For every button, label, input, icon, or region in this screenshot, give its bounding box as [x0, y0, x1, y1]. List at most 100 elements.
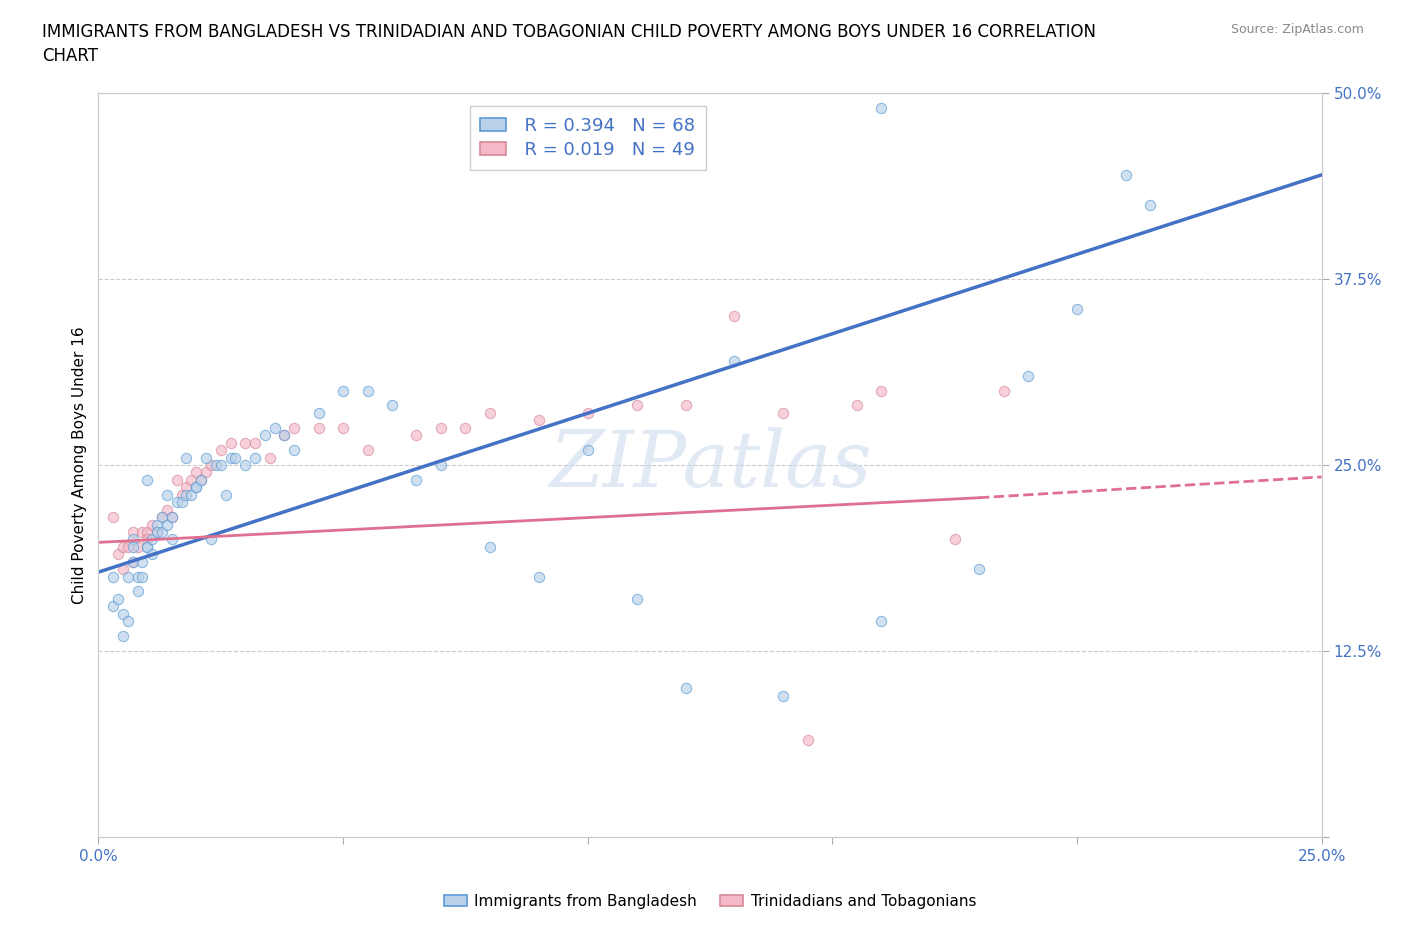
- Point: [111, 606, 134, 621]
- Text: Source: ZipAtlas.com: Source: ZipAtlas.com: [1230, 23, 1364, 36]
- Point: [675, 398, 697, 413]
- Point: [405, 428, 427, 443]
- Point: [170, 487, 193, 502]
- Point: [160, 510, 183, 525]
- Point: [308, 420, 330, 435]
- Point: [156, 502, 179, 517]
- Point: [219, 450, 242, 465]
- Point: [675, 681, 697, 696]
- Point: [121, 532, 143, 547]
- Point: [170, 495, 193, 510]
- Point: [156, 517, 179, 532]
- Point: [723, 309, 745, 324]
- Point: [381, 398, 404, 413]
- Point: [160, 510, 183, 525]
- Point: [259, 450, 281, 465]
- Point: [527, 569, 550, 584]
- Point: [845, 398, 868, 413]
- Point: [121, 554, 143, 569]
- Point: [253, 428, 276, 443]
- Point: [209, 458, 232, 472]
- Point: [127, 539, 149, 554]
- Point: [111, 539, 134, 554]
- Point: [356, 443, 378, 458]
- Point: [263, 420, 285, 435]
- Point: [186, 465, 208, 480]
- Point: [156, 487, 179, 502]
- Point: [101, 510, 124, 525]
- Point: [478, 405, 501, 420]
- Text: ZIPatlas: ZIPatlas: [548, 427, 872, 503]
- Point: [127, 569, 149, 584]
- Point: [356, 383, 378, 398]
- Point: [141, 532, 163, 547]
- Point: [101, 569, 124, 584]
- Point: [190, 472, 212, 487]
- Point: [283, 420, 305, 435]
- Point: [870, 383, 893, 398]
- Point: [101, 599, 124, 614]
- Point: [117, 614, 139, 629]
- Point: [430, 458, 453, 472]
- Point: [117, 569, 139, 584]
- Point: [772, 405, 794, 420]
- Point: [121, 525, 143, 539]
- Point: [166, 472, 188, 487]
- Point: [224, 450, 246, 465]
- Point: [146, 525, 169, 539]
- Point: [1066, 301, 1088, 316]
- Point: [205, 458, 228, 472]
- Point: [967, 562, 990, 577]
- Point: [166, 495, 188, 510]
- Point: [273, 428, 295, 443]
- Point: [121, 554, 143, 569]
- Point: [626, 398, 648, 413]
- Point: [1139, 197, 1161, 212]
- Point: [150, 525, 173, 539]
- Legend: Immigrants from Bangladesh, Trinidadians and Tobagonians: Immigrants from Bangladesh, Trinidadians…: [437, 888, 983, 915]
- Point: [131, 525, 153, 539]
- Point: [1017, 368, 1039, 383]
- Point: [243, 450, 266, 465]
- Point: [430, 420, 453, 435]
- Point: [190, 472, 212, 487]
- Point: [243, 435, 266, 450]
- Point: [332, 383, 354, 398]
- Point: [111, 629, 134, 644]
- Point: [308, 405, 330, 420]
- Point: [214, 487, 236, 502]
- Point: [233, 435, 256, 450]
- Point: [111, 562, 134, 577]
- Point: [107, 591, 129, 606]
- Point: [136, 539, 159, 554]
- Point: [527, 413, 550, 428]
- Point: [131, 569, 153, 584]
- Point: [626, 591, 648, 606]
- Point: [150, 510, 173, 525]
- Point: [176, 450, 198, 465]
- Text: IMMIGRANTS FROM BANGLADESH VS TRINIDADIAN AND TOBAGONIAN CHILD POVERTY AMONG BOY: IMMIGRANTS FROM BANGLADESH VS TRINIDADIA…: [42, 23, 1097, 65]
- Point: [186, 480, 208, 495]
- Point: [454, 420, 477, 435]
- Point: [200, 458, 222, 472]
- Y-axis label: Child Poverty Among Boys Under 16: Child Poverty Among Boys Under 16: [72, 326, 87, 604]
- Point: [943, 532, 966, 547]
- Point: [723, 353, 745, 368]
- Point: [136, 525, 159, 539]
- Point: [176, 487, 198, 502]
- Point: [180, 487, 202, 502]
- Point: [273, 428, 295, 443]
- Point: [576, 443, 599, 458]
- Point: [233, 458, 256, 472]
- Point: [107, 547, 129, 562]
- Point: [772, 688, 794, 703]
- Point: [136, 472, 159, 487]
- Point: [209, 443, 232, 458]
- Point: [150, 510, 173, 525]
- Point: [176, 480, 198, 495]
- Point: [160, 532, 183, 547]
- Point: [332, 420, 354, 435]
- Point: [136, 532, 159, 547]
- Point: [146, 517, 169, 532]
- Point: [141, 517, 163, 532]
